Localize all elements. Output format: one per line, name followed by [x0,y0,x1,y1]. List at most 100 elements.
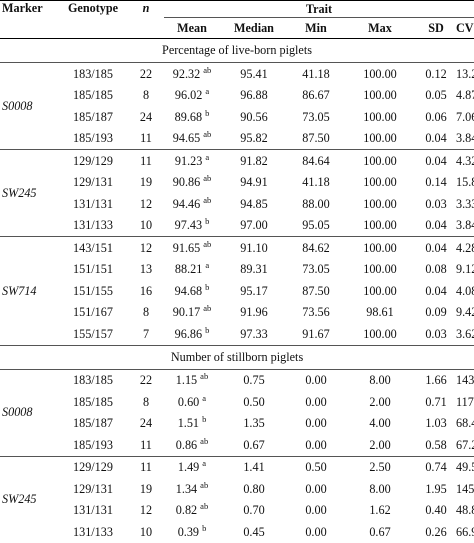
section-title: Percentage of live-born piglets [162,43,312,58]
median-cell: 94.91 [240,175,268,190]
n-cell: 12 [139,503,153,518]
mean-value: 94.68 [174,283,203,298]
n-cell: 12 [128,236,164,259]
significance-letter: a [202,458,207,469]
max-cell: 8.00 [369,481,391,496]
genotype-cell: 131/131 [73,196,113,211]
significance-letter: ab [203,238,212,249]
table-row: 185/187 24 1.51 b 1.35 0.00 4.00 1.03 68.47 [0,413,474,435]
max-cell: 100.00 [344,149,416,172]
genotype-cell: 183/185 [58,62,128,85]
max-cell: 100.00 [363,131,397,146]
min-cell: 73.56 [302,305,330,320]
median-cell: 0.70 [243,503,265,518]
cv-cell: 9.42 [456,305,474,320]
genotype-cell: 183/185 [58,368,128,391]
cv-cell: 49.58 [456,455,474,478]
header-median: Median [234,20,274,35]
n-cell: 24 [139,109,153,124]
max-cell: 98.61 [366,305,394,320]
section-title-row: Percentage of live-born piglets [0,39,474,63]
mean-cell: 90.17 ab [164,302,220,324]
mean-cell: 1.34 ab [164,478,220,500]
significance-letter: b [202,522,207,533]
sd-cell: 0.04 [425,131,447,146]
mean-value: 1.34 [175,481,198,496]
sd-cell: 1.95 [425,481,447,496]
sd-cell: 0.05 [425,88,447,103]
cv-cell: 7.06 [456,109,474,124]
mean-cell: 1.15 ab [164,368,220,391]
max-cell: 100.00 [344,62,416,85]
median-cell: 97.33 [240,326,268,341]
cv-cell: 48.88 [456,503,474,518]
min-cell: 0.00 [288,368,344,391]
mean-cell: 0.86 ab [164,434,220,456]
min-cell: 0.00 [305,481,327,496]
max-cell: 100.00 [363,218,397,233]
header-trait: Trait [164,0,474,18]
mean-cell: 96.86 b [164,323,220,345]
min-cell: 84.64 [288,149,344,172]
mean-value: 89.68 [174,109,203,124]
n-cell: 7 [142,326,150,341]
table-row: 151/155 16 94.68 b 95.17 87.50 100.00 0.04 4.08 [0,280,474,302]
n-cell: 11 [128,455,164,478]
min-cell: 91.67 [302,326,330,341]
mean-value: 96.86 [174,326,203,341]
min-cell: 73.05 [302,262,330,277]
table-row: S0008 183/185 22 92.32 ab 95.41 41.18 100.00 0.… [0,62,474,150]
header-n: n [142,1,150,15]
mean-value: 0.60 [177,394,200,409]
max-cell: 100.00 [363,196,397,211]
mean-cell: 97.43 b [164,215,220,237]
n-cell: 12 [139,196,153,211]
genotype-cell: 129/131 [73,175,113,190]
sd-cell: 0.04 [416,236,456,259]
table-row: S0008 183/185 22 1.15 ab 0.75 0.00 8.00 1.66 143… [0,368,474,456]
genotype-cell: 185/185 [73,88,113,103]
sd-cell: 1.66 [416,368,456,391]
genotype-cell: 129/129 [58,149,128,172]
max-cell: 100.00 [363,326,397,341]
cv-cell: 13.28 [456,62,474,85]
mean-value: 1.51 [177,416,200,431]
min-cell: 0.00 [305,437,327,452]
max-cell: 100.00 [344,236,416,259]
median-cell: 95.82 [240,131,268,146]
marker-cell: S0008 [0,62,58,150]
header-cv: CV (%) [456,20,474,35]
median-cell: 95.17 [240,283,268,298]
cv-cell: 4.08 [456,283,474,298]
header-genotype: Genotype [67,1,119,15]
min-cell: 84.62 [288,236,344,259]
table-row: 129/131 19 1.34 ab 0.80 0.00 8.00 1.95 145.22 [0,478,474,500]
median-cell: 91.96 [240,305,268,320]
n-cell: 24 [139,416,153,431]
median-cell: 96.88 [240,88,268,103]
cv-cell: 68.47 [456,416,474,431]
mean-value: 91.23 [174,153,203,168]
max-cell: 2.00 [369,437,391,452]
mean-cell: 1.49 a [164,455,220,478]
genotype-cell: 185/185 [73,394,113,409]
genotype-cell: 151/167 [73,305,113,320]
median-cell: 0.80 [243,481,265,496]
table-row: 129/131 19 90.86 ab 94.91 41.18 100.00 0.14 15.… [0,172,474,194]
max-cell: 100.00 [363,175,397,190]
genotype-cell: 131/133 [73,524,113,539]
sd-cell: 0.03 [425,326,447,341]
mean-value: 90.86 [172,175,201,190]
sd-cell: 0.26 [425,524,447,539]
n-cell: 16 [139,283,153,298]
n-cell: 8 [142,88,150,103]
table-row: 185/193 11 94.65 ab 95.82 87.50 100.00 0.04 3.8… [0,128,474,150]
cv-cell: 66.97 [456,524,474,539]
sd-cell: 0.74 [416,455,456,478]
mean-value: 94.46 [172,196,201,211]
marker-cell: S0008 [0,368,58,456]
sd-cell: 0.09 [425,305,447,320]
n-cell: 22 [128,62,164,85]
